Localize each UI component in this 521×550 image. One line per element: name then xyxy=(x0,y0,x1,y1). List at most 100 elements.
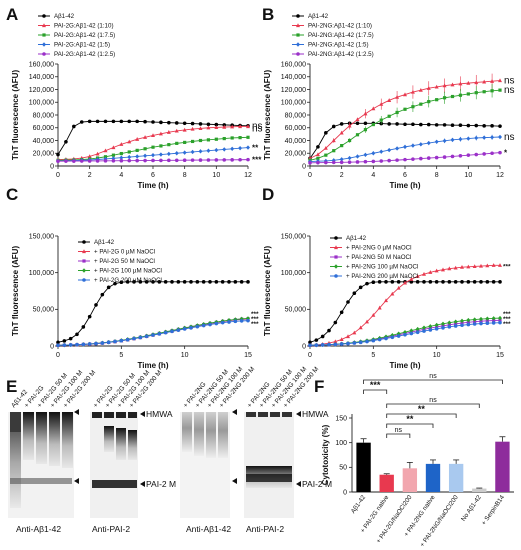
legend-label: PAI-2NG:Aβ1-42 (1:5) xyxy=(308,42,369,49)
data-point xyxy=(103,119,108,124)
y-tick-label: 100,000 xyxy=(29,270,54,277)
panel-label-d: D xyxy=(262,185,274,204)
data-point xyxy=(190,126,195,131)
data-point xyxy=(174,128,179,133)
data-point xyxy=(466,80,471,85)
significance-label: ns xyxy=(504,76,515,87)
data-point xyxy=(347,123,352,128)
data-point xyxy=(82,240,86,244)
bar xyxy=(356,442,371,492)
x-tick-label: 10 xyxy=(464,172,472,179)
data-point xyxy=(442,123,447,127)
data-point xyxy=(339,122,344,126)
data-point xyxy=(334,236,338,240)
legend-label: PAI-2G:Aβ1-42 (1:10) xyxy=(54,23,114,30)
data-point xyxy=(479,280,483,284)
data-point xyxy=(56,152,60,157)
data-point xyxy=(491,263,496,267)
data-point xyxy=(339,157,344,162)
data-point xyxy=(441,321,445,326)
data-point xyxy=(144,334,149,339)
data-point xyxy=(208,280,212,284)
blot-band xyxy=(49,412,60,466)
x-tick-label: 4 xyxy=(119,172,123,179)
data-point xyxy=(113,339,117,344)
data-point xyxy=(453,265,458,270)
data-point xyxy=(127,150,131,154)
data-point xyxy=(119,151,123,156)
data-point xyxy=(396,280,401,284)
data-point xyxy=(379,101,384,106)
data-point xyxy=(482,124,486,128)
bar xyxy=(425,463,441,492)
data-point xyxy=(419,122,423,127)
data-point xyxy=(144,280,149,284)
x-tick-label: 10 xyxy=(433,352,441,359)
data-point xyxy=(390,280,395,284)
data-point xyxy=(434,123,439,127)
significance-label: *** xyxy=(503,311,511,318)
blot-band xyxy=(10,432,21,508)
data-point xyxy=(119,158,124,163)
data-point xyxy=(314,343,319,347)
data-point xyxy=(182,327,187,331)
data-point xyxy=(371,313,376,317)
y-tick-label: 50 xyxy=(339,465,347,472)
data-point xyxy=(206,122,211,127)
y-tick-label: 120,000 xyxy=(29,87,54,94)
data-point xyxy=(87,159,92,163)
data-point xyxy=(100,292,105,297)
y-tick-label: 40,000 xyxy=(285,138,307,145)
data-point xyxy=(159,158,163,163)
data-point xyxy=(492,318,496,323)
data-point xyxy=(371,280,376,285)
data-point xyxy=(158,152,163,157)
data-point xyxy=(174,158,179,163)
data-point xyxy=(422,271,426,276)
data-point xyxy=(68,336,73,341)
y-tick-label: 0 xyxy=(50,163,54,170)
data-point xyxy=(214,280,219,284)
data-point xyxy=(426,86,431,90)
data-point xyxy=(82,268,86,273)
data-point xyxy=(435,98,439,102)
data-point xyxy=(410,143,415,148)
data-point xyxy=(238,157,242,162)
data-point xyxy=(208,322,212,327)
data-point xyxy=(426,156,431,160)
data-point xyxy=(473,320,477,324)
significance-label: ns xyxy=(504,132,515,143)
x-axis-title: Time (h) xyxy=(390,181,421,190)
data-point xyxy=(198,126,203,130)
y-tick-label: 20,000 xyxy=(33,151,55,158)
data-point xyxy=(239,319,244,323)
data-point xyxy=(100,341,105,345)
blot-band xyxy=(116,428,126,460)
data-point xyxy=(434,139,439,144)
data-point xyxy=(166,151,171,157)
data-point xyxy=(174,121,179,125)
data-point xyxy=(466,264,471,269)
data-point xyxy=(355,133,360,137)
data-point xyxy=(103,159,108,163)
data-point xyxy=(363,128,368,132)
data-point xyxy=(377,337,382,342)
data-point xyxy=(363,152,368,158)
data-point xyxy=(230,124,235,129)
data-point xyxy=(296,52,300,56)
blot-band xyxy=(104,412,114,418)
data-point xyxy=(371,338,376,343)
y-tick-label: 60,000 xyxy=(285,125,307,132)
y-tick-label: 150 xyxy=(335,415,347,422)
data-point xyxy=(450,82,455,87)
data-point xyxy=(42,23,46,28)
data-point xyxy=(347,160,352,164)
data-point xyxy=(396,285,401,290)
data-point xyxy=(111,119,116,124)
data-point xyxy=(415,326,420,332)
data-point xyxy=(198,149,203,154)
data-point xyxy=(428,280,433,284)
data-point xyxy=(320,334,325,339)
data-point xyxy=(227,280,231,284)
data-point xyxy=(182,127,187,132)
